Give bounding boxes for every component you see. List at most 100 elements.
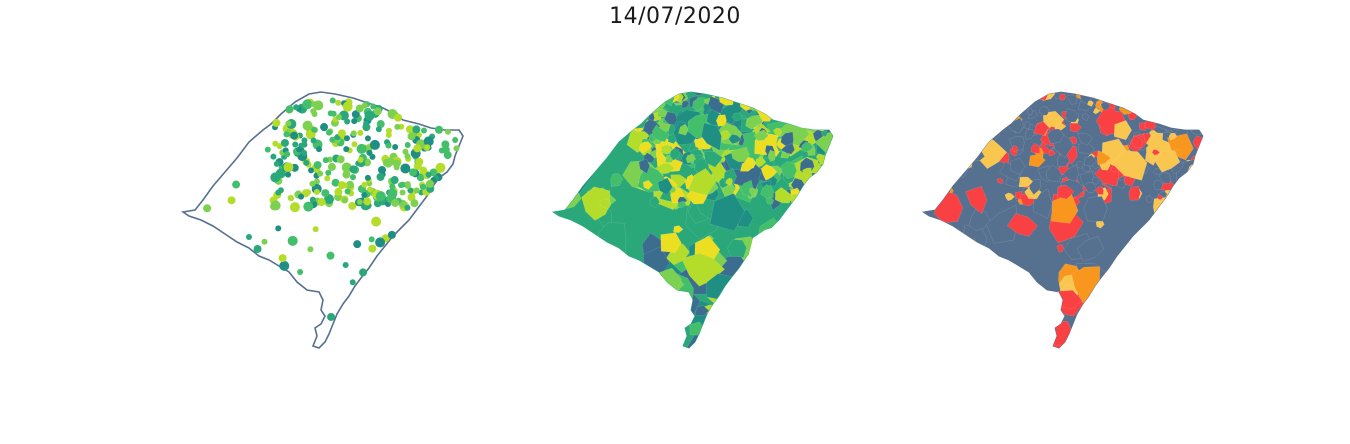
municipality-polygon <box>1115 92 1125 98</box>
municipality-polygon <box>1183 171 1197 186</box>
municipality-polygon <box>1176 191 1191 207</box>
municipality-marker <box>317 170 324 177</box>
municipality-polygon <box>678 123 689 136</box>
municipality-polygon <box>1046 164 1062 182</box>
municipality-polygon <box>764 93 772 100</box>
municipality-polygon <box>1186 324 1203 348</box>
panel-points-map <box>182 91 464 349</box>
municipality-polygon <box>607 332 640 348</box>
municipality-marker <box>393 113 402 122</box>
municipality-polygon <box>812 92 829 100</box>
municipality-polygon <box>1153 168 1163 175</box>
municipality-polygon <box>1184 92 1196 103</box>
municipality-marker <box>357 156 364 163</box>
municipality-polygon <box>755 156 767 167</box>
municipality-polygon <box>809 221 822 233</box>
municipality-marker <box>361 181 368 188</box>
municipality-polygon <box>1189 187 1201 199</box>
municipality-polygon <box>760 184 774 199</box>
municipality-polygon <box>1154 100 1187 132</box>
municipality-polygon <box>743 93 755 106</box>
municipality-polygon <box>634 301 662 332</box>
municipality-marker <box>376 120 385 129</box>
municipality-polygon <box>653 92 666 103</box>
municipality-polygon <box>1029 179 1042 195</box>
municipality-polygon <box>942 113 960 134</box>
municipality-polygon <box>645 292 661 308</box>
municipality-polygon <box>745 114 764 130</box>
municipality-polygon <box>1092 107 1101 115</box>
municipality-polygon <box>1158 171 1171 185</box>
municipality-marker <box>369 139 380 150</box>
municipality-marker <box>407 193 416 202</box>
municipality-marker <box>356 143 367 154</box>
municipality-marker <box>203 204 212 213</box>
municipality-polygon <box>1178 177 1189 189</box>
municipality-marker <box>297 268 304 275</box>
municipality-marker <box>283 131 290 138</box>
municipality-marker <box>400 163 411 174</box>
municipality-marker <box>364 110 375 121</box>
municipality-polygon <box>1131 304 1165 336</box>
municipality-polygon <box>802 102 814 117</box>
municipality-marker <box>453 145 460 152</box>
municipality-polygon <box>1116 179 1126 189</box>
municipality-polygon <box>622 321 641 340</box>
municipality-marker <box>444 128 451 135</box>
municipality-polygon <box>755 300 772 316</box>
municipality-polygon <box>1048 150 1056 156</box>
municipality-marker <box>425 179 434 188</box>
municipality-polygon <box>1031 287 1047 307</box>
municipality-polygon <box>1178 102 1196 121</box>
municipality-marker <box>355 104 364 113</box>
municipality-polygon <box>797 92 818 107</box>
municipality-marker <box>334 187 343 196</box>
municipality-marker <box>298 193 305 200</box>
municipality-polygon <box>725 177 733 186</box>
municipality-polygon <box>782 260 805 280</box>
municipality-polygon <box>638 97 653 113</box>
municipality-marker <box>273 160 280 167</box>
municipality-polygon <box>804 92 821 108</box>
municipality-polygon <box>780 143 795 155</box>
municipality-polygon <box>1082 113 1090 121</box>
municipality-marker <box>373 107 382 116</box>
municipality-polygon <box>1110 258 1144 285</box>
municipality-polygon <box>1131 135 1144 148</box>
municipality-marker <box>392 144 399 151</box>
page-title: 14/07/2020 <box>609 4 741 29</box>
municipality-polygon <box>797 103 808 114</box>
municipality-polygon <box>781 98 794 110</box>
municipality-marker <box>329 136 336 143</box>
municipality-polygon <box>641 92 653 99</box>
municipality-polygon <box>811 104 832 124</box>
municipality-polygon <box>968 306 1007 343</box>
municipality-marker <box>270 172 281 183</box>
municipality-polygon <box>601 100 626 125</box>
municipality-marker <box>301 137 308 144</box>
municipality-marker <box>375 237 386 248</box>
municipality-polygon <box>816 112 831 131</box>
municipality-polygon <box>758 94 769 108</box>
municipality-polygon <box>986 204 1018 244</box>
panel-choropleth-viridis <box>552 91 834 349</box>
municipality-marker <box>368 236 375 243</box>
municipality-marker <box>311 126 318 133</box>
municipality-marker <box>391 198 400 207</box>
municipality-marker <box>407 132 416 141</box>
municipality-marker <box>315 146 322 153</box>
municipality-polygon <box>923 247 950 281</box>
municipality-marker <box>438 147 445 154</box>
municipality-polygon <box>638 141 653 154</box>
municipality-polygon <box>564 260 599 294</box>
municipality-polygon <box>996 178 1004 184</box>
municipality-polygon <box>1056 122 1067 131</box>
municipality-polygon <box>553 226 579 256</box>
municipality-polygon <box>1158 107 1172 123</box>
lagoon <box>739 222 789 286</box>
municipality-marker <box>419 166 428 175</box>
municipality-polygon <box>681 100 690 109</box>
municipality-polygon <box>1064 108 1080 123</box>
municipality-marker <box>232 180 241 189</box>
